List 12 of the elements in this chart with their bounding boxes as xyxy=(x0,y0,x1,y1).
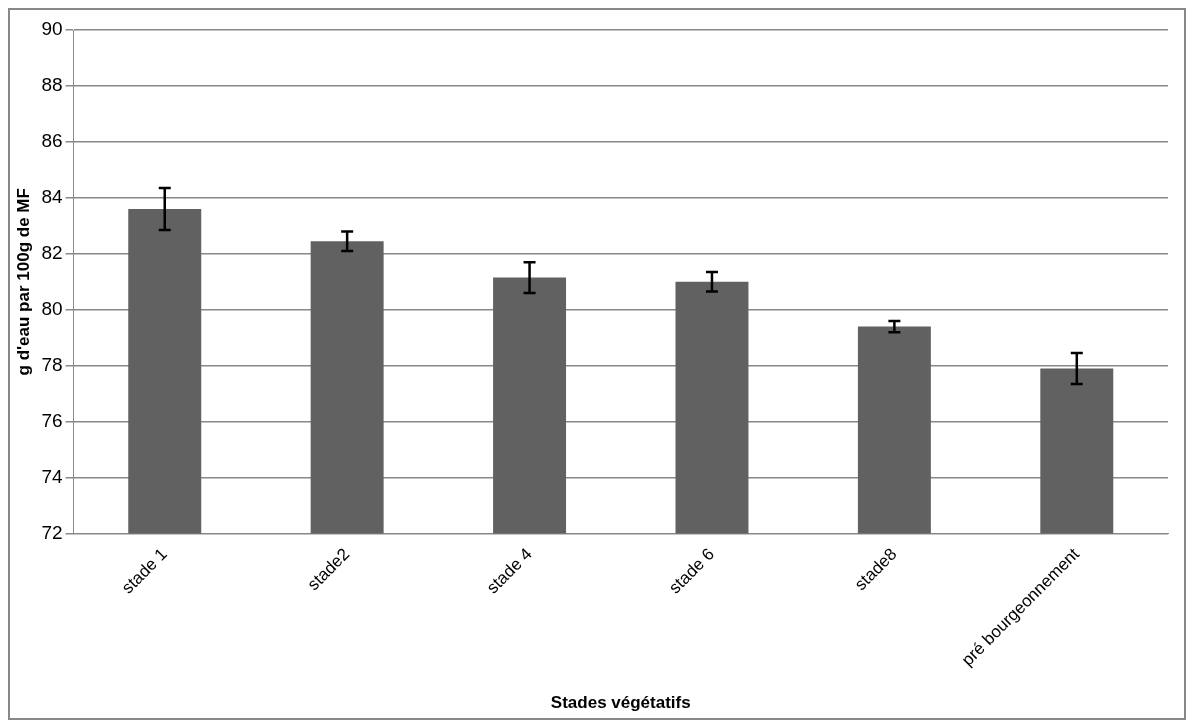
y-tick-label: 76 xyxy=(41,409,63,431)
y-axis-title: g d'eau par 100g de MF xyxy=(13,188,33,376)
y-tick-label: 86 xyxy=(41,130,63,152)
y-tick-label: 82 xyxy=(41,242,63,264)
y-tick-label: 78 xyxy=(41,353,63,375)
y-tick-label: 74 xyxy=(41,465,63,487)
y-tick-label: 72 xyxy=(41,521,63,543)
x-axis-title: Stades végétatifs xyxy=(550,693,691,713)
y-tick-label: 90 xyxy=(41,18,63,40)
y-tick-label: 80 xyxy=(41,297,63,319)
y-tick-label: 88 xyxy=(41,74,63,96)
y-tick-label: 84 xyxy=(41,186,63,208)
